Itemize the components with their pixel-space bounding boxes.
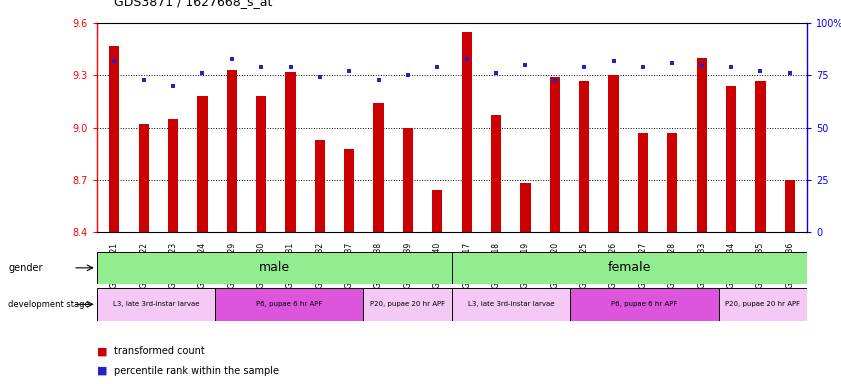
Text: development stage: development stage [8,300,90,309]
Bar [97,252,452,284]
Text: L3, late 3rd-instar larvae: L3, late 3rd-instar larvae [468,301,554,307]
Bar [726,86,736,232]
Bar [363,288,452,321]
Bar [168,119,178,232]
Bar [521,184,531,232]
Bar [785,180,795,232]
Text: P6, pupae 6 hr APF: P6, pupae 6 hr APF [256,301,322,307]
Bar [579,81,590,232]
Text: P6, pupae 6 hr APF: P6, pupae 6 hr APF [611,301,678,307]
Bar [452,288,570,321]
Text: percentile rank within the sample: percentile rank within the sample [114,366,278,376]
Bar [256,96,267,232]
Text: gender: gender [8,263,43,273]
Bar [667,133,677,232]
Bar [315,140,325,232]
Text: female: female [608,262,652,274]
Bar [570,288,718,321]
Bar [755,81,765,232]
Bar [432,190,442,232]
Bar [215,288,363,321]
Bar [227,70,237,232]
Text: GDS3871 / 1627668_s_at: GDS3871 / 1627668_s_at [114,0,272,8]
Bar [550,77,560,232]
Bar [344,149,354,232]
Bar [718,288,807,321]
Bar [696,58,706,232]
Text: P20, pupae 20 hr APF: P20, pupae 20 hr APF [370,301,445,307]
Bar [139,124,149,232]
Bar [198,96,208,232]
Bar [452,252,807,284]
Text: ■: ■ [97,366,107,376]
Text: P20, pupae 20 hr APF: P20, pupae 20 hr APF [726,301,801,307]
Bar [109,46,119,232]
Text: ■: ■ [97,346,107,356]
Bar [491,116,501,232]
Bar [608,75,619,232]
Text: male: male [259,262,290,274]
Bar [285,72,296,232]
Bar [97,288,215,321]
Text: transformed count: transformed count [114,346,204,356]
Text: L3, late 3rd-instar larvae: L3, late 3rd-instar larvae [113,301,199,307]
Bar [637,133,648,232]
Bar [373,103,383,232]
Bar [462,32,472,232]
Bar [403,127,413,232]
